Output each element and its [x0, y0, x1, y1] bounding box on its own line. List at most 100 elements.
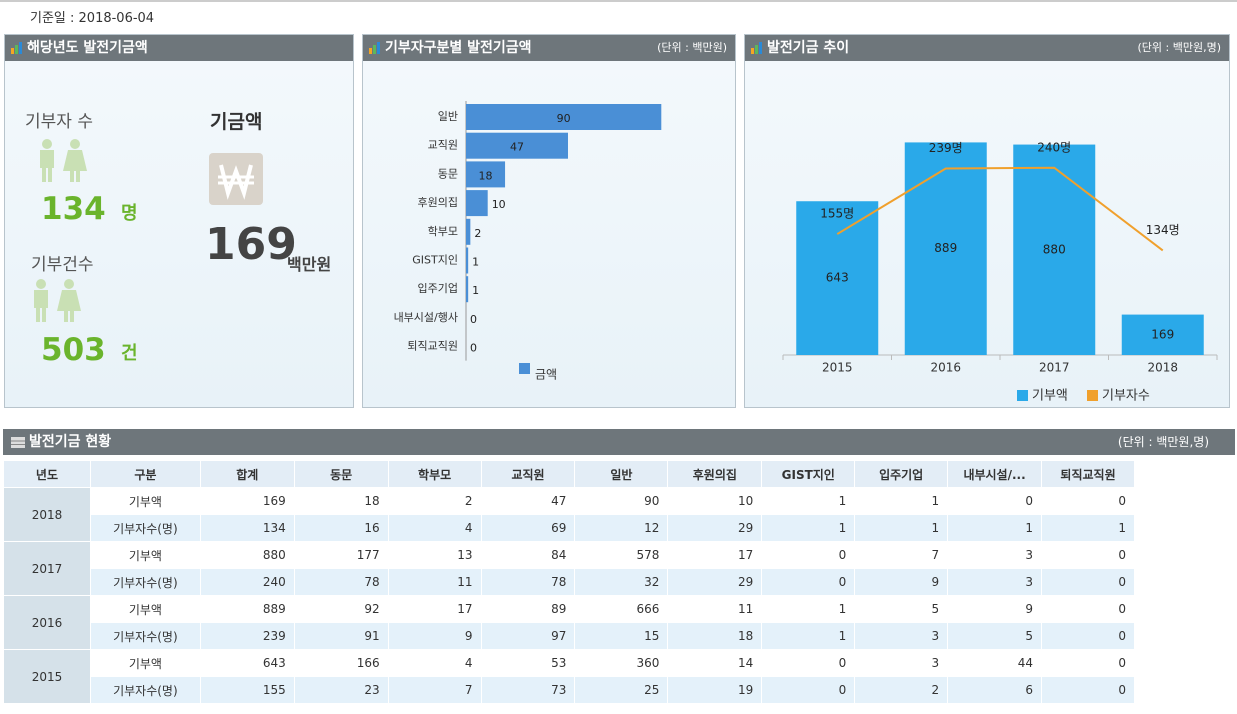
number-cell: 17 [667, 541, 763, 569]
number-cell: 9 [387, 622, 482, 650]
panel-title: 발전기금 추이 [767, 40, 850, 56]
data-label: 134명 [1146, 223, 1180, 237]
number-cell: 19 [667, 676, 763, 704]
number-cell: 7 [854, 541, 949, 569]
bar [796, 201, 879, 355]
y-tick-label: 내부시설/행사 [394, 311, 458, 324]
number-cell: 889 [199, 595, 295, 623]
column-header: 퇴직교직원 [1041, 460, 1135, 488]
number-cell: 2 [854, 676, 949, 704]
legend-label: 기부액 [1032, 389, 1068, 404]
number-cell: 17 [387, 595, 482, 623]
number-cell: 0 [1041, 622, 1135, 650]
y-tick-label: 교직원 [428, 139, 458, 152]
table-header: 발전기금 현황 (단위 : 백만원,명) [3, 429, 1235, 455]
number-cell: 16 [293, 514, 389, 542]
bar [466, 161, 506, 188]
bar [466, 104, 662, 130]
number-cell: 239 [199, 622, 295, 650]
number-cell: 23 [293, 676, 389, 704]
column-header: 년도 [3, 460, 91, 488]
number-cell: 4 [387, 514, 482, 542]
number-cell: 0 [1041, 541, 1135, 569]
type-cell: 기부액 [89, 649, 201, 677]
number-cell: 134 [199, 514, 295, 542]
number-cell: 91 [293, 622, 389, 650]
legend-label: 기부자수 [1102, 389, 1150, 404]
type-cell: 기부액 [89, 595, 201, 623]
unit-label: (단위 : 백만원,명) [1137, 41, 1222, 54]
panel-title: 해당년도 발전기금액 [27, 40, 148, 56]
number-cell: 0 [761, 541, 856, 569]
bar [466, 218, 471, 245]
number-cell: 6 [947, 676, 1043, 704]
number-cell: 89 [480, 595, 576, 623]
number-cell: 9 [947, 595, 1043, 623]
number-cell: 0 [1041, 649, 1135, 677]
number-cell: 25 [574, 676, 669, 704]
type-cell: 기부액 [89, 541, 201, 569]
trend-panel: 발전기금 추이 (단위 : 백만원,명) 2015 2016 2017 2018 643 8… [744, 34, 1230, 408]
line [836, 166, 1164, 252]
won-icon [209, 153, 263, 205]
number-cell: 1 [761, 487, 856, 515]
icon [11, 437, 25, 448]
number-cell: 84 [480, 541, 576, 569]
data-label: 880 [1043, 242, 1066, 256]
bar [1121, 314, 1204, 355]
number-cell: 169 [199, 487, 295, 515]
unit: 명 [121, 203, 138, 224]
row: 기부자수(명) 240 78 11 78 32 29 0 9 3 0 [4, 568, 1135, 596]
number-cell: 69 [480, 514, 576, 542]
bar [466, 190, 488, 217]
number-cell: 53 [480, 649, 576, 677]
panel-header: 기부자구분별 발전기금액 (단위 : 백만원) [363, 35, 735, 61]
unit: 백만원 [287, 255, 332, 274]
type-panel: 기부자구분별 발전기금액 (단위 : 백만원) 일반 90 교직원 47 동문 18 후원의집… [362, 34, 736, 408]
x-tick-label: 2018 [1147, 361, 1178, 375]
x-tick-label: 2016 [930, 361, 961, 375]
number-cell: 15 [574, 622, 669, 650]
number-cell: 0 [1041, 676, 1135, 704]
data-label: 47 [510, 141, 524, 154]
number-cell: 97 [480, 622, 576, 650]
panel-title: 기부자구분별 발전기금액 [385, 40, 532, 56]
value: 134 [41, 191, 106, 227]
number-cell: 13 [387, 541, 482, 569]
number-cell: 29 [667, 514, 763, 542]
number-cell: 0 [761, 649, 856, 677]
bar [466, 247, 469, 274]
row: 2018 기부액 169 18 2 47 90 10 1 1 0 0 [3, 487, 1135, 542]
number-cell: 0 [1041, 595, 1135, 623]
number-cell: 7 [387, 676, 482, 704]
data-label: 10 [492, 198, 506, 211]
row: 기부자수(명) 134 16 4 69 12 29 1 1 1 1 [4, 514, 1135, 542]
type-cell: 기부자수(명) [89, 676, 201, 704]
number-cell: 92 [293, 595, 389, 623]
year-cell: 2018 [3, 487, 91, 542]
number-cell: 1 [1041, 514, 1135, 542]
data-label: 0 [470, 313, 477, 326]
y-tick-label: 일반 [438, 109, 458, 123]
number-cell: 1 [854, 514, 949, 542]
fund-table: 년도 구분 합계 동문 학부모 교직원 일반 후원의집 GIST지인 입주기업 내부시설/... 퇴직… [3, 460, 1135, 704]
label: 기부건수 [31, 255, 94, 275]
legend-swatch [1017, 390, 1028, 401]
year-cell: 2015 [3, 649, 91, 704]
legend-label: 금액 [535, 368, 557, 382]
number-cell: 5 [854, 595, 949, 623]
bar [904, 142, 987, 355]
x-tick-label: 2017 [1039, 361, 1070, 375]
number-cell: 177 [293, 541, 389, 569]
unit: 건 [121, 343, 138, 364]
number-cell: 0 [1041, 568, 1135, 596]
year-cell: 2017 [3, 541, 91, 596]
row: 2015 기부액 643 166 4 53 360 14 0 3 44 0 [3, 649, 1135, 704]
column-header: 일반 [574, 460, 669, 488]
number-cell: 0 [761, 568, 856, 596]
data-label: 239명 [929, 141, 963, 155]
number-cell: 29 [667, 568, 763, 596]
number-cell: 44 [947, 649, 1043, 677]
number-cell: 166 [293, 649, 389, 677]
